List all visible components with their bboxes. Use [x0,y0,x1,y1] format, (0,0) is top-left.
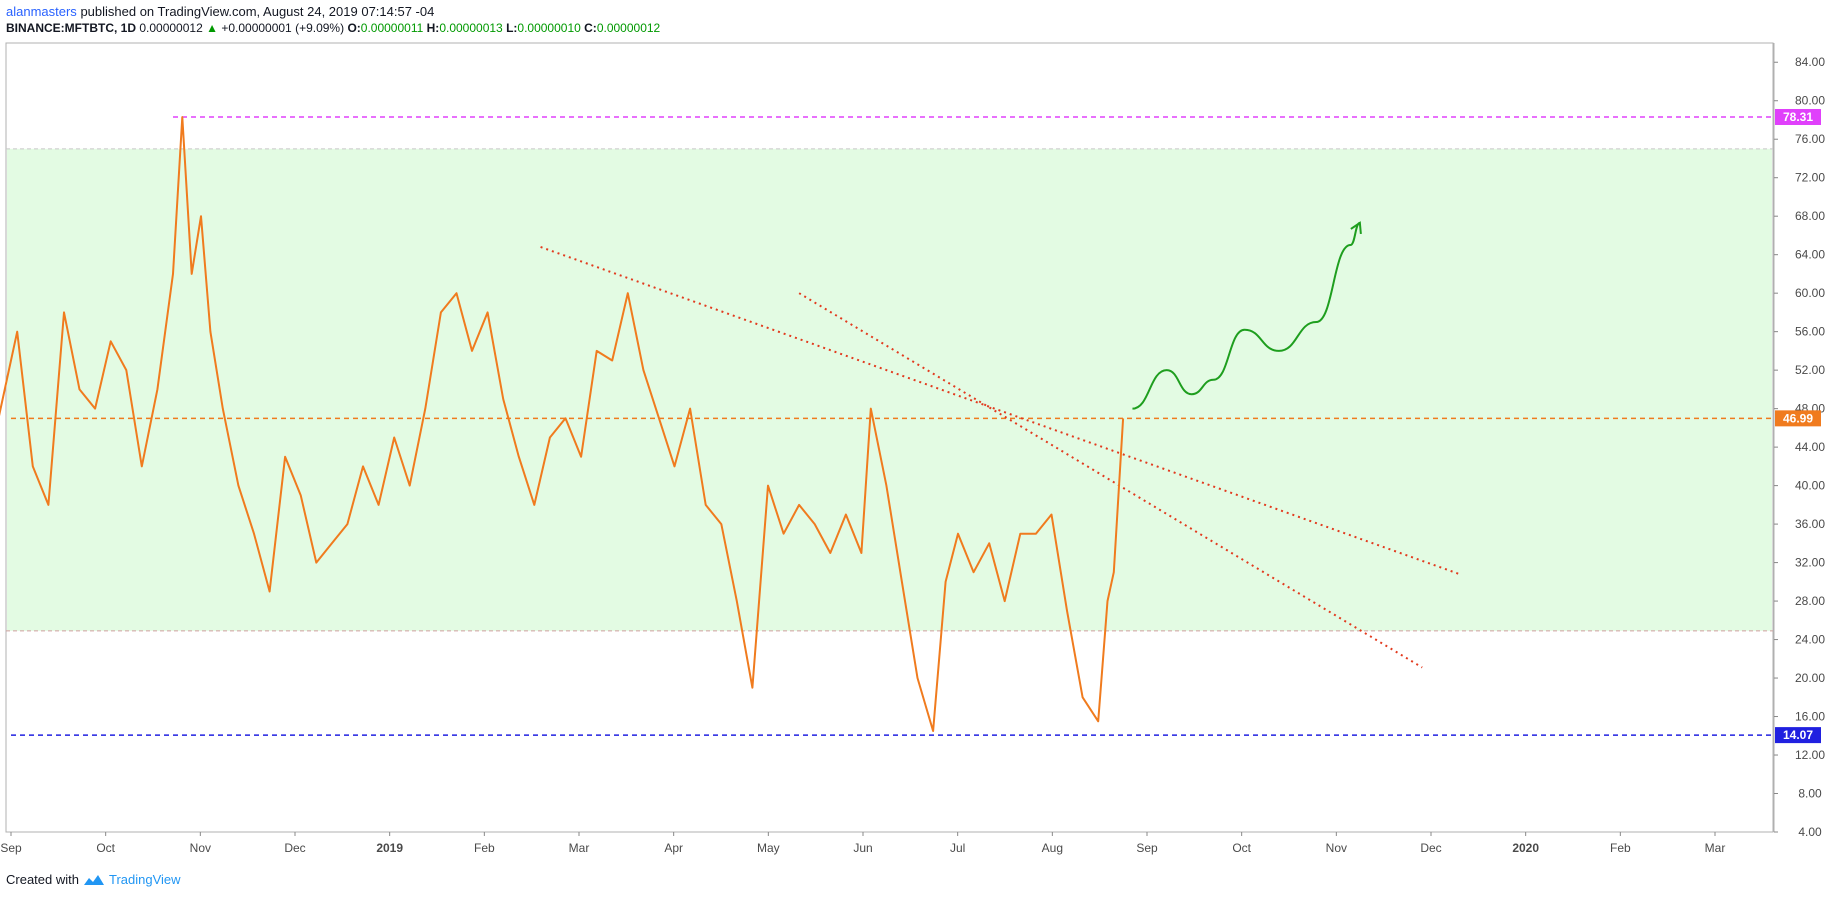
trendline-2 [798,292,1423,669]
x-tick-label: Mar [1705,841,1726,855]
x-tick-label: Jul [950,841,965,855]
y-tick-label: 20.00 [1795,671,1825,685]
x-tick-label: Sep [0,841,22,855]
x-tick-label: 2019 [376,841,403,855]
y-tick-label: 24.00 [1795,633,1825,647]
range-zone [7,148,1772,631]
projection-arrowhead-icon [1350,221,1362,235]
resistance-price-label: 78.31 [1783,110,1813,124]
x-tick-label: 2020 [1512,841,1539,855]
y-tick-label: 28.00 [1795,594,1825,608]
projection-curve [1132,221,1361,410]
author-link[interactable]: alanmasters [6,4,77,19]
x-tick-label: Oct [1232,841,1251,855]
symbol-info: BINANCE:MFTBTC, 1D 0.00000012 ▲ +0.00000… [6,21,660,35]
support-price-label: 14.07 [1783,728,1813,742]
y-tick-label: 52.00 [1795,363,1825,377]
trendline-1 [540,246,1460,576]
publish-text: published on TradingView.com, August 24,… [80,4,435,19]
high-value: 0.00000013 [439,21,503,35]
y-tick-label: 72.00 [1795,171,1825,185]
y-tick-label: 84.00 [1795,55,1825,69]
y-tick-label: 4.00 [1798,825,1822,839]
y-tick-label: 68.00 [1795,209,1825,223]
created-with-text: Created with [6,872,79,887]
x-tick-label: Dec [284,841,305,855]
low-value: 0.00000010 [517,21,581,35]
y-tick-label: 60.00 [1795,286,1825,300]
last-price: 0.00000012 [139,21,203,35]
x-tick-label: Mar [569,841,590,855]
x-tick-label: Nov [1326,841,1347,855]
x-tick-label: Oct [96,841,115,855]
footer: Created with TradingView [6,872,181,887]
symbol-name: BINANCE:MFTBTC, 1D [6,21,136,35]
y-tick-label: 64.00 [1795,248,1825,262]
close-label: C: [584,21,597,35]
x-tick-label: May [757,841,780,855]
publish-info: alanmasters published on TradingView.com… [6,4,434,19]
x-tick-label: Nov [190,841,211,855]
open-label: O: [347,21,361,35]
resistance-price-badge [1775,108,1821,125]
y-tick-label: 40.00 [1795,479,1825,493]
y-tick-label: 32.00 [1795,556,1825,570]
y-tick-label: 16.00 [1795,710,1825,724]
x-tick-label: Apr [664,841,683,855]
y-tick-label: 8.00 [1798,787,1822,801]
y-tick-label: 36.00 [1795,517,1825,531]
price-line [0,116,1125,732]
up-arrow-icon: ▲ [206,21,218,35]
current-price-price-label: 46.99 [1783,411,1813,425]
y-tick-label: 76.00 [1795,132,1825,146]
x-tick-label: Jun [853,841,872,855]
high-label: H: [426,21,440,35]
support-price-badge [1775,727,1821,744]
tradingview-brand-link[interactable]: TradingView [108,872,181,887]
price-change: +0.00000001 (+9.09%) [221,21,345,35]
current-price-price-badge [1775,410,1821,427]
y-tick-label: 56.00 [1795,325,1825,339]
open-value: 0.00000011 [360,21,424,35]
low-label: L: [506,21,518,35]
close-value: 0.00000012 [596,21,661,35]
tradingview-logo-icon [83,874,104,885]
x-tick-label: Feb [474,841,495,855]
y-tick-label: 44.00 [1795,440,1825,454]
x-tick-label: Aug [1042,841,1063,855]
x-tick-label: Feb [1610,841,1631,855]
y-tick-label: 12.00 [1795,748,1825,762]
x-tick-label: Dec [1420,841,1441,855]
y-tick-label: 80.00 [1795,94,1825,108]
x-tick-label: Sep [1136,841,1158,855]
